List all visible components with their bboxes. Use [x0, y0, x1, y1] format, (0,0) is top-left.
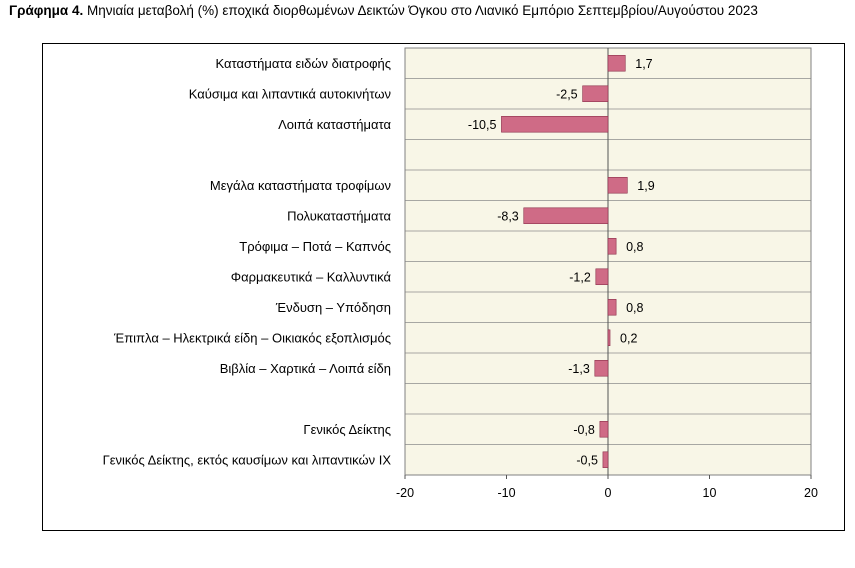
bar — [582, 85, 609, 102]
category-label: Βιβλία – Χαρτικά – Λοιπά είδη — [220, 361, 391, 376]
chart-title-text: Μηνιαία μεταβολή (%) εποχικά διορθωμένων… — [83, 3, 758, 18]
data-label: 0,8 — [626, 240, 643, 254]
category-label: Καταστήματα ειδών διατροφής — [216, 56, 391, 71]
bar — [523, 207, 609, 224]
bar — [595, 268, 609, 285]
bar — [607, 299, 617, 316]
data-label: -2,5 — [556, 87, 578, 101]
x-tick-label: 20 — [804, 486, 818, 500]
data-label: -0,5 — [576, 453, 598, 467]
bar — [602, 451, 609, 468]
data-label: -1,3 — [568, 362, 590, 376]
category-label: Λοιπά καταστήματα — [278, 117, 391, 132]
bar — [607, 329, 611, 346]
category-label: Έπιπλα – Ηλεκτρικά είδη – Οικιακός εξοπλ… — [113, 330, 391, 345]
x-tick-label: -10 — [497, 486, 515, 500]
chart-title-prefix: Γράφημα 4. — [9, 3, 84, 18]
chart-frame — [42, 43, 845, 531]
category-label: Γενικός Δείκτης, εκτός καυσίμων και λιπα… — [103, 452, 392, 467]
bar — [599, 421, 609, 438]
data-label: -0,8 — [573, 423, 595, 437]
data-label: -1,2 — [569, 270, 591, 284]
x-tick-label: 10 — [703, 486, 717, 500]
category-label: Ένδυση – Υπόδηση — [275, 300, 391, 315]
bar — [594, 360, 609, 377]
category-label: Γενικός Δείκτης — [303, 422, 391, 437]
data-label: 1,7 — [635, 57, 652, 71]
data-label: -8,3 — [497, 209, 519, 223]
bar — [607, 55, 626, 72]
data-label: 0,2 — [620, 331, 637, 345]
category-label: Τρόφιμα – Ποτά – Καπνός — [239, 239, 391, 254]
bar — [607, 238, 617, 255]
x-tick-label: 0 — [605, 486, 612, 500]
category-label: Πολυκαταστήματα — [287, 208, 391, 223]
data-label: -10,5 — [468, 118, 497, 132]
x-tick-label: -20 — [396, 486, 414, 500]
bar — [501, 116, 609, 133]
chart-title: Γράφημα 4. Μηνιαία μεταβολή (%) εποχικά … — [9, 3, 758, 18]
category-label: Φαρμακευτικά – Καλλυντικά — [231, 269, 392, 284]
data-label: 1,9 — [637, 179, 654, 193]
category-label: Καύσιμα και λιπαντικά αυτοκινήτων — [189, 86, 391, 101]
data-label: 0,8 — [626, 301, 643, 315]
category-label: Μεγάλα καταστήματα τροφίμων — [210, 178, 391, 193]
bar — [607, 177, 628, 194]
